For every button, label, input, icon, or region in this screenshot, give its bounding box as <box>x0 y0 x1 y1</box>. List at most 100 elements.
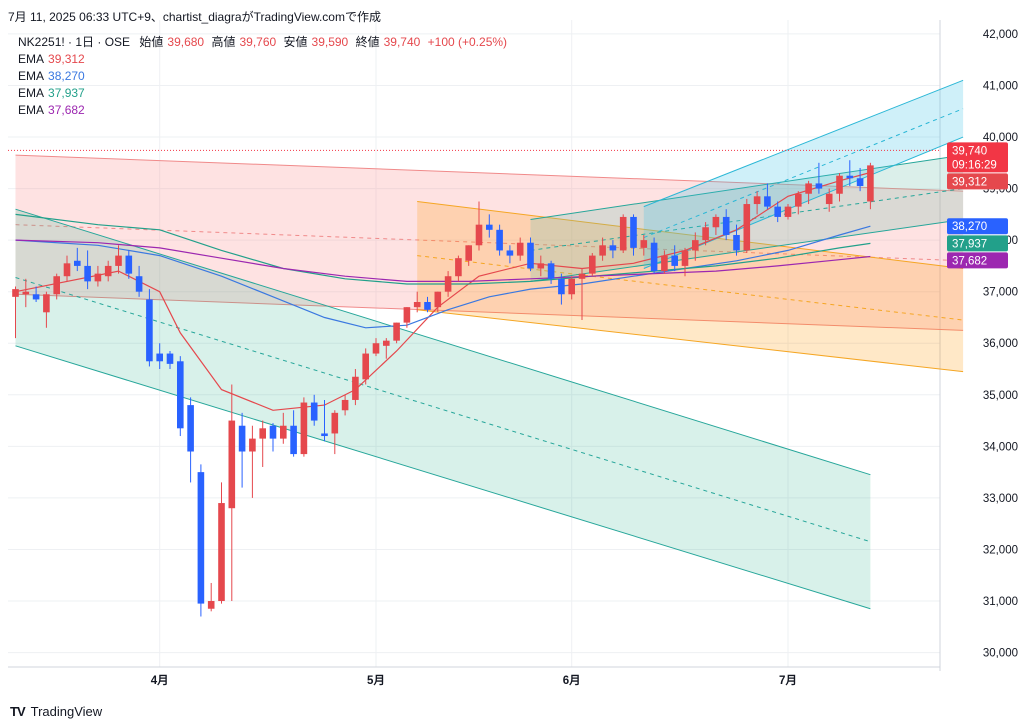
candle <box>156 343 163 370</box>
price-tag-label: 37,682 <box>952 255 987 267</box>
candle-body <box>764 196 771 207</box>
candle <box>640 234 648 256</box>
candle-body <box>84 265 91 282</box>
candle-body <box>125 255 133 274</box>
candle <box>434 291 442 313</box>
symbol-label[interactable]: NK2251! · 1日 · OSE <box>18 35 131 49</box>
price-tag-bg <box>947 173 1008 190</box>
candle-body <box>702 227 709 241</box>
candle-body <box>619 216 627 251</box>
candle <box>568 276 575 300</box>
price-tag: 37,937 <box>947 235 1008 252</box>
channel-lower-line <box>15 293 964 331</box>
candle-body <box>650 242 658 272</box>
candle <box>300 397 308 457</box>
candle-body <box>249 438 256 452</box>
candle <box>764 183 771 210</box>
candle <box>496 224 503 256</box>
ema-row-4[interactable]: EMA 37,682 <box>18 102 507 119</box>
candle <box>506 245 514 264</box>
candle <box>795 191 802 215</box>
ema-value: 38,270 <box>48 69 85 83</box>
candle <box>352 369 359 406</box>
tradingview-footer[interactable]: TV TradingView <box>10 704 102 719</box>
candle <box>589 253 596 277</box>
candle-body <box>393 322 400 341</box>
candle-body <box>372 343 380 354</box>
candle-body <box>74 260 81 266</box>
candle <box>424 296 431 313</box>
candle <box>413 291 421 313</box>
candle <box>774 201 781 223</box>
candle-body <box>825 193 833 205</box>
candle-body <box>547 263 555 279</box>
channel-fill <box>417 201 964 372</box>
price-tag-bg <box>947 235 1008 252</box>
candle-body <box>609 245 617 251</box>
candle <box>249 425 256 498</box>
candle-body <box>444 276 452 292</box>
candle-body <box>321 433 328 437</box>
candle <box>403 307 411 328</box>
candle-body <box>362 353 369 380</box>
candle-body <box>310 402 318 421</box>
candle-body <box>568 278 575 295</box>
time-axis[interactable]: 4月 5月 6月 7月 <box>151 674 797 687</box>
close-value: 39,740 <box>383 35 421 49</box>
y-tick-label: 33,000 <box>983 493 1018 505</box>
ohlc-row: NK2251! · 1日 · OSE 始値 39,680 高値 39,760 安値 3… <box>18 34 507 51</box>
candle <box>115 245 122 274</box>
candle <box>372 338 380 357</box>
candle-body <box>455 258 462 277</box>
candle <box>146 289 153 367</box>
ema-row-3[interactable]: EMA 37,937 <box>18 85 507 102</box>
candle-body <box>300 402 308 455</box>
candle <box>280 412 287 444</box>
candle <box>630 214 637 256</box>
candle-body <box>177 361 184 429</box>
ema-row-2[interactable]: EMA 38,270 <box>18 68 507 85</box>
candle <box>331 410 339 455</box>
candle <box>166 350 174 370</box>
candle-body <box>135 276 143 292</box>
ema-value: 37,682 <box>48 103 85 117</box>
candle <box>846 160 854 187</box>
candle-body <box>506 250 514 256</box>
candle-body <box>774 206 781 217</box>
channel-upper-line <box>643 79 964 208</box>
candle-body <box>104 265 112 277</box>
candle <box>712 214 720 235</box>
candle-body <box>434 291 442 308</box>
candle <box>609 240 617 259</box>
candle <box>135 265 143 297</box>
candle-body <box>867 165 874 202</box>
candle-body <box>53 276 60 295</box>
ema-label: EMA <box>18 86 45 100</box>
price-tag-label: 39,312 <box>952 176 987 188</box>
candle-body <box>537 263 545 269</box>
candle <box>578 268 586 321</box>
candle <box>125 250 133 279</box>
candle-body <box>383 340 390 346</box>
candle <box>32 286 40 302</box>
candle-body <box>146 299 153 362</box>
chart-caption: 7月 11, 2025 06:33 UTC+9、chartist_diagraが… <box>8 10 381 24</box>
candle-body <box>527 242 534 269</box>
price-axis[interactable]: 30,000 31,000 32,000 33,000 34,000 35,000 36,0… <box>983 29 1018 660</box>
candle <box>537 255 545 277</box>
candle-body <box>331 412 339 434</box>
channel-lower-line <box>417 309 964 373</box>
candle <box>269 423 277 452</box>
y-tick-label: 42,000 <box>983 29 1018 41</box>
x-tick-label: 7月 <box>779 674 797 687</box>
candle <box>207 582 215 612</box>
low-label: 安値 <box>283 35 308 49</box>
channel-upper-line <box>530 154 964 221</box>
close-label: 終値 <box>355 35 380 49</box>
candle-body <box>352 376 359 400</box>
candle <box>815 162 823 194</box>
x-tick-label: 4月 <box>151 674 169 687</box>
candle-body <box>424 301 431 310</box>
ema-row-1[interactable]: EMA 39,312 <box>18 51 507 68</box>
